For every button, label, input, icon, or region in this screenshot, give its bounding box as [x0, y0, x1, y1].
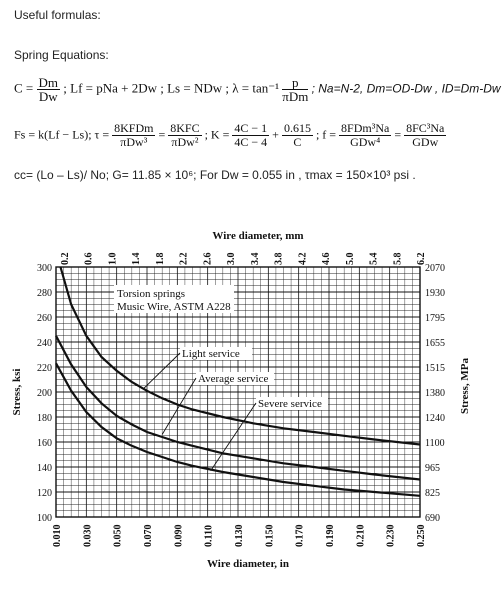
chart-curves: [55, 266, 421, 497]
y-tick-label: 200: [37, 388, 52, 399]
x-tick-label: 0.110: [204, 525, 215, 547]
top-tick-label: 2.2: [179, 253, 190, 266]
x-tick-label: 0.250: [416, 525, 427, 548]
annotation-average-service-box: [196, 372, 274, 385]
y-tick-label: 100: [37, 513, 52, 524]
top-tick-label: 6.2: [416, 253, 427, 266]
x-axis-label: Wire diameter, in: [207, 558, 289, 570]
k-lhs: ; K =: [204, 127, 230, 142]
x-tick-label: 0.190: [325, 525, 336, 548]
y-tick-label: 280: [37, 288, 52, 299]
annotation-box: [114, 285, 234, 313]
freq-frac-1: 8FDm³Na GDw⁴: [339, 121, 392, 149]
top-tick-label: 2.6: [202, 253, 213, 266]
y-axis-label: Stress, ksi: [11, 369, 23, 416]
top-tick-label: 3.4: [250, 253, 261, 266]
top-tick-label: 1.8: [155, 253, 166, 266]
k-frac-1: 4C − 1 4C − 4: [232, 121, 270, 149]
y-tick-label: 300: [37, 263, 52, 274]
y2-tick-label: 825: [425, 488, 440, 499]
y2-tick-label: 2070: [425, 263, 445, 274]
y2-axis-label: Stress, MPa: [459, 357, 471, 414]
annotation-severe-service-leader: [210, 402, 257, 472]
series-line-light-service: [59, 266, 421, 446]
top-tick-label: 3.8: [274, 253, 285, 266]
series-line-severe-service: [55, 362, 421, 497]
chart-title: Wire diameter, mm: [212, 230, 303, 242]
spring-stress-chart: 0.010 0.030 0.050 0.070 0.090 0.110 0.130 0.150…: [11, 230, 471, 570]
x-tick-label: 0.170: [295, 525, 306, 548]
x-tick-label: 0.230: [386, 525, 397, 548]
y-tick-label: 220: [37, 363, 52, 374]
x-tick-label: 0.090: [173, 525, 184, 548]
annotation-light-service-box: [180, 347, 252, 360]
annotation-average-service-leader: [161, 377, 197, 435]
x-tick-label: 0.050: [113, 525, 124, 548]
x-tick-label: 0.070: [143, 525, 154, 548]
y2-tick-label: 1240: [425, 413, 445, 424]
top-tick-label: 0.2: [60, 253, 71, 266]
y-tick-label: 140: [37, 463, 52, 474]
y2-tick-label: 1655: [425, 338, 445, 349]
y2-tick-label: 1930: [425, 288, 445, 299]
annotation-severe-service-box: [256, 397, 328, 410]
tau-frac-2: 8KFC πDw²: [168, 121, 202, 149]
y-tick-label: 120: [37, 488, 52, 499]
subheading: Spring Equations:: [14, 48, 109, 62]
y2-tick-label: 965: [425, 463, 440, 474]
y2-tick-label: 690: [425, 513, 440, 524]
annotation-torsion: Torsion springs: [117, 288, 185, 300]
top-tick-label: 5.4: [369, 253, 380, 266]
equation-line-2: Fs = k(Lf − Ls); τ = 8KFDm πDw³ = 8KFC πDw…: [14, 121, 447, 149]
y-tick-label: 160: [37, 438, 52, 449]
y2-tick-label: 1380: [425, 388, 445, 399]
heading: Useful formulas:: [14, 8, 101, 22]
equation-line-1: C = Dm Dw ; Lf = pNa + 2Dw ; Ls = NDw ; λ…: [14, 76, 501, 103]
x-tick-label: 0.130: [234, 525, 245, 548]
y2-tick-label: 1795: [425, 313, 445, 324]
c-fraction: Dm Dw: [36, 75, 61, 104]
annotation-severe-service: Severe service: [258, 398, 322, 410]
top-tick-label: 4.2: [297, 253, 308, 266]
top-tick-label: 5.0: [345, 253, 356, 266]
annotation-light-service-leader: [143, 352, 181, 389]
eq1-tail: ; Na=N-2, Dm=OD-Dw , ID=Dm-Dw: [311, 81, 501, 96]
tau-frac-1: 8KFDm πDw³: [112, 121, 156, 149]
eq1-rest: ; Lf = pNa + 2Dw ; Ls = NDw ; λ = tan⁻¹: [63, 80, 279, 96]
equation-line-3: cc= (Lo – Ls)/ No; G= 11.85 × 10⁶; For D…: [14, 168, 416, 182]
lambda-fraction: p πDm: [282, 75, 309, 104]
top-tick-label: 0.6: [84, 253, 95, 266]
annotation-average-service: Average service: [198, 373, 268, 385]
freq-lhs: ; f =: [315, 127, 337, 142]
top-tick-label: 4.6: [321, 253, 332, 266]
x-tick-label: 0.030: [82, 525, 93, 548]
top-tick-label: 1.4: [131, 253, 142, 266]
freq-frac-2: 8FC³Na GDw: [404, 121, 447, 149]
y-tick-label: 260: [37, 313, 52, 324]
top-tick-label: 5.8: [392, 253, 403, 266]
chart-labels: 0.010 0.030 0.050 0.070 0.090 0.110 0.130 0.150…: [11, 230, 471, 570]
annotation-material: Music Wire, ASTM A228: [117, 301, 231, 313]
k-frac-2: 0.615 C: [281, 121, 313, 149]
series-line-average-service: [55, 335, 421, 481]
x-tick-label: 0.150: [264, 525, 275, 548]
equals-sign-2: =: [394, 127, 402, 142]
y2-tick-label: 1100: [425, 438, 445, 449]
top-tick-label: 3.0: [226, 253, 237, 266]
y-tick-label: 180: [37, 413, 52, 424]
x-tick-label: 0.210: [355, 525, 366, 548]
equals-sign: =: [158, 127, 166, 142]
chart-grid: [55, 266, 421, 518]
y2-tick-label: 1515: [425, 363, 445, 374]
top-tick-label: 1.0: [107, 253, 118, 266]
plus-sign: +: [272, 127, 279, 142]
y-tick-label: 240: [37, 338, 52, 349]
x-tick-label: 0.010: [52, 525, 63, 548]
annotation-light-service: Light service: [182, 348, 240, 360]
c-lhs: C =: [14, 80, 34, 96]
force-eq: Fs = k(Lf − Ls); τ =: [14, 127, 110, 142]
